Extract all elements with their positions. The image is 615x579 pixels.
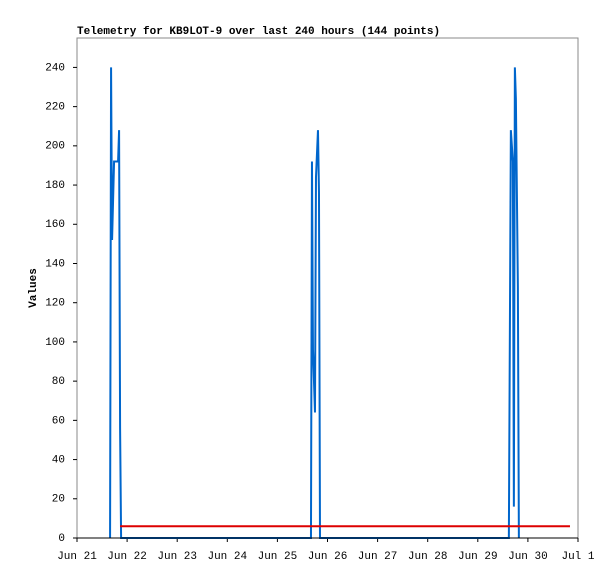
y-tick-label: 120 <box>45 298 65 310</box>
x-tick-label: Jun 27 <box>358 551 398 563</box>
x-tick-label: Jul 1 <box>561 551 594 563</box>
x-tick-label: Jun 26 <box>308 551 348 563</box>
y-tick-label: 60 <box>52 415 65 427</box>
y-tick-label: 0 <box>58 533 65 545</box>
y-axis-label: Values <box>28 268 40 308</box>
chart-title: Telemetry for KB9LOT-9 over last 240 hou… <box>77 26 440 38</box>
y-tick-label: 180 <box>45 180 65 192</box>
y-tick-label: 240 <box>45 62 65 74</box>
y-tick-label: 160 <box>45 219 65 231</box>
x-tick-label: Jun 30 <box>508 551 548 563</box>
x-tick-label: Jun 25 <box>258 551 298 563</box>
x-tick-label: Jun 28 <box>408 551 448 563</box>
y-tick-label: 20 <box>52 494 65 506</box>
y-tick-label: 100 <box>45 337 65 349</box>
x-tick-label: Jun 23 <box>157 551 197 563</box>
x-tick-label: Jun 24 <box>207 551 247 563</box>
y-tick-label: 140 <box>45 258 65 270</box>
y-tick-label: 40 <box>52 454 65 466</box>
y-tick-label: 220 <box>45 102 65 114</box>
x-tick-label: Jun 29 <box>458 551 498 563</box>
x-tick-label: Jun 21 <box>57 551 97 563</box>
x-tick-label: Jun 22 <box>107 551 147 563</box>
series-line <box>109 67 520 539</box>
y-tick-label: 200 <box>45 141 65 153</box>
y-tick-label: 80 <box>52 376 65 388</box>
